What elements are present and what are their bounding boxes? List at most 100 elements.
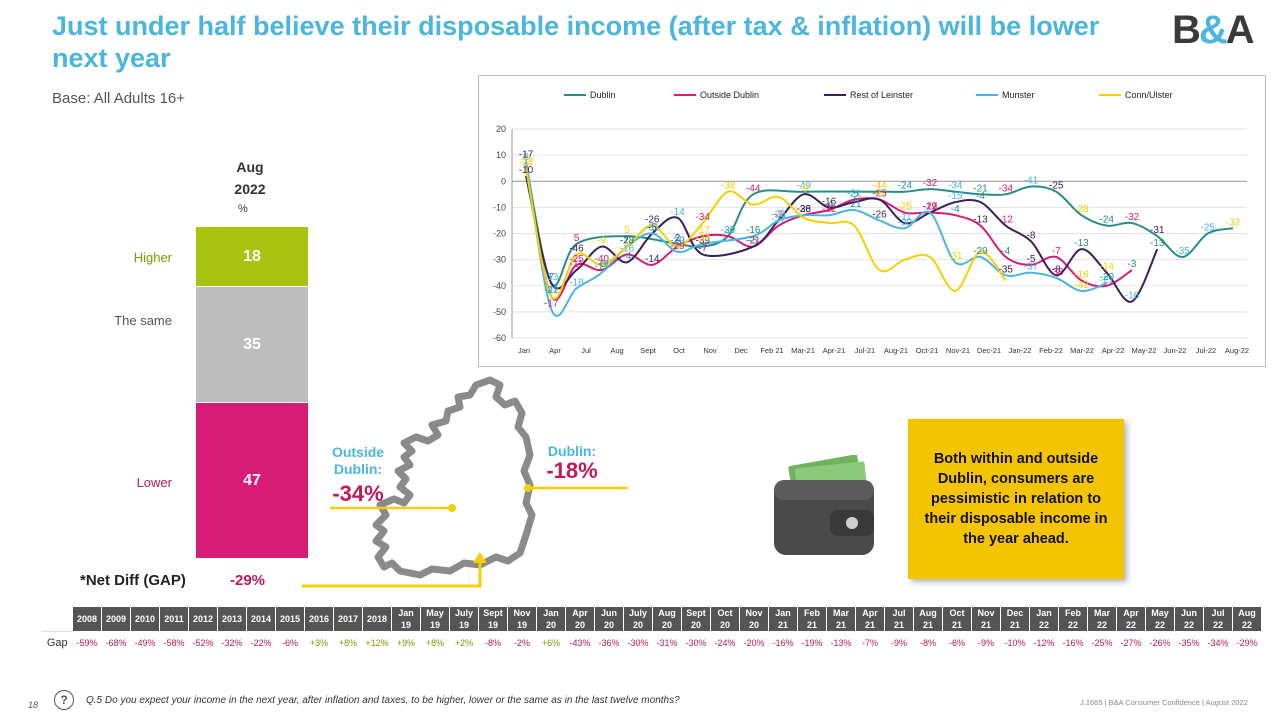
gap-header-month: Nov 21: [971, 606, 1001, 632]
gap-value: +6%: [536, 631, 566, 654]
data-label: -16: [1074, 270, 1089, 281]
data-label: -17: [696, 225, 711, 236]
gap-header-month: Nov 19: [507, 606, 537, 632]
data-label: -35: [1175, 246, 1190, 257]
data-label: -41: [1024, 175, 1039, 186]
gap-value: -27%: [1116, 631, 1146, 654]
gap-value: +9%: [391, 631, 421, 654]
data-label: -9: [597, 236, 606, 247]
data-label: -34: [999, 183, 1014, 194]
gap-value: -19%: [797, 631, 827, 654]
data-label: -11: [570, 259, 584, 270]
data-label: -2: [850, 191, 859, 202]
data-label: -13: [973, 215, 988, 226]
data-label: -27: [519, 157, 534, 168]
x-tick-label: Aug-21: [884, 346, 908, 355]
gap-header-month: Oct 20: [710, 606, 740, 632]
gap-value: +2%: [449, 631, 479, 654]
x-tick-label: Nov-21: [946, 346, 970, 355]
gap-value: -43%: [565, 631, 595, 654]
data-label: -17: [544, 298, 559, 309]
gap-header-year: 2010: [130, 606, 160, 632]
x-tick-label: Apr-22: [1102, 346, 1125, 355]
data-label: -4: [976, 191, 985, 202]
x-tick-label: Jun-22: [1164, 346, 1187, 355]
ireland-map: [302, 376, 628, 588]
line-chart: 20 10 0 -10 -20 -30 -40 -50 -60 Jan Apr Jul Aug Sept O…: [478, 75, 1266, 367]
x-tick-label: Oct-21: [916, 346, 939, 355]
data-label: -4: [1001, 246, 1010, 257]
gap-header-month: Sept 20: [681, 606, 711, 632]
data-label: -12: [923, 202, 938, 213]
data-label: -39: [670, 236, 685, 247]
data-label: 7: [548, 272, 554, 283]
data-label: -31: [645, 223, 660, 234]
gap-value: -30%: [681, 631, 711, 654]
gap-header-month: Dec 21: [1000, 606, 1030, 632]
gap-header-month: Jan 22: [1029, 606, 1059, 632]
data-label: -32: [822, 204, 837, 215]
gap-header-month: Feb 21: [797, 606, 827, 632]
gap-value: -36%: [594, 631, 624, 654]
ba-logo: B&A: [1172, 8, 1255, 52]
wallet-icon: [774, 455, 874, 555]
data-label: -32: [1125, 212, 1140, 223]
x-tick-label: Aug-22: [1225, 346, 1249, 355]
data-label: -5: [1027, 254, 1036, 265]
segment-higher: 18: [196, 227, 308, 286]
data-label: -4: [825, 199, 834, 210]
legend-label: Conn/Ulster: [1125, 90, 1173, 100]
gap-value: +12%: [362, 631, 392, 654]
series-line-dublin: [525, 162, 1234, 287]
outside-dublin-value: -34%: [332, 481, 384, 506]
data-label: -30: [898, 217, 913, 228]
gap-table: 2008 2009 2010 2011 2012 2013 2014 2015 2016 2017…: [42, 606, 1262, 654]
y-tick-label: -60: [493, 333, 506, 343]
dublin-dot: [524, 484, 532, 492]
page-number: 18: [28, 700, 39, 710]
data-label: -16: [620, 243, 635, 254]
gap-header-month: July 19: [449, 606, 479, 632]
data-label: -25: [519, 157, 534, 168]
data-label: -7: [1052, 246, 1061, 257]
gap-header-month: Jan 20: [536, 606, 566, 632]
x-tick-label: Sept: [640, 346, 656, 355]
x-tick-label: Feb-22: [1039, 346, 1063, 355]
data-label: -18: [569, 277, 584, 288]
data-label: -49: [797, 181, 812, 192]
gap-value: -10%: [1000, 631, 1030, 654]
gap-value: -52%: [188, 631, 218, 654]
gap-arrow-head: [473, 552, 487, 563]
question-text: Q.5 Do you expect your income in the nex…: [86, 695, 680, 706]
data-label: -18: [620, 236, 635, 247]
data-label: -27: [771, 215, 786, 226]
gap-header-month: Jun 20: [594, 606, 624, 632]
data-label: -5: [749, 236, 758, 247]
gap-value: -29%: [1232, 631, 1262, 654]
legend-label: Dublin: [590, 90, 616, 100]
outside-dublin-dot: [448, 504, 456, 512]
x-tick-label: Jul: [581, 346, 591, 355]
gap-value: -6%: [275, 631, 305, 654]
data-label: -29: [923, 202, 938, 213]
gap-value: -13%: [826, 631, 856, 654]
gap-header-year: 2008: [72, 606, 102, 632]
data-label: -39: [721, 225, 736, 236]
x-tick-label: Jan: [518, 346, 530, 355]
data-label: -12: [999, 215, 1014, 226]
data-label: -25: [1049, 181, 1064, 192]
gap-header-month: Apr 20: [565, 606, 595, 632]
segment-lower: 47: [196, 403, 308, 558]
gap-header-month: Nov 20: [739, 606, 769, 632]
data-label: -17: [519, 149, 534, 160]
gap-value: -49%: [130, 631, 160, 654]
gap-value: -9%: [971, 631, 1001, 654]
data-label: -5: [597, 259, 606, 270]
gap-header-year: 2013: [217, 606, 247, 632]
gap-header-month: Jan 19: [391, 606, 421, 632]
data-label: -32: [923, 178, 938, 189]
y-tick-label: 0: [501, 176, 506, 186]
data-label: -24: [898, 181, 913, 192]
x-tick-label: Nov: [703, 346, 717, 355]
data-label: 5: [624, 225, 630, 236]
